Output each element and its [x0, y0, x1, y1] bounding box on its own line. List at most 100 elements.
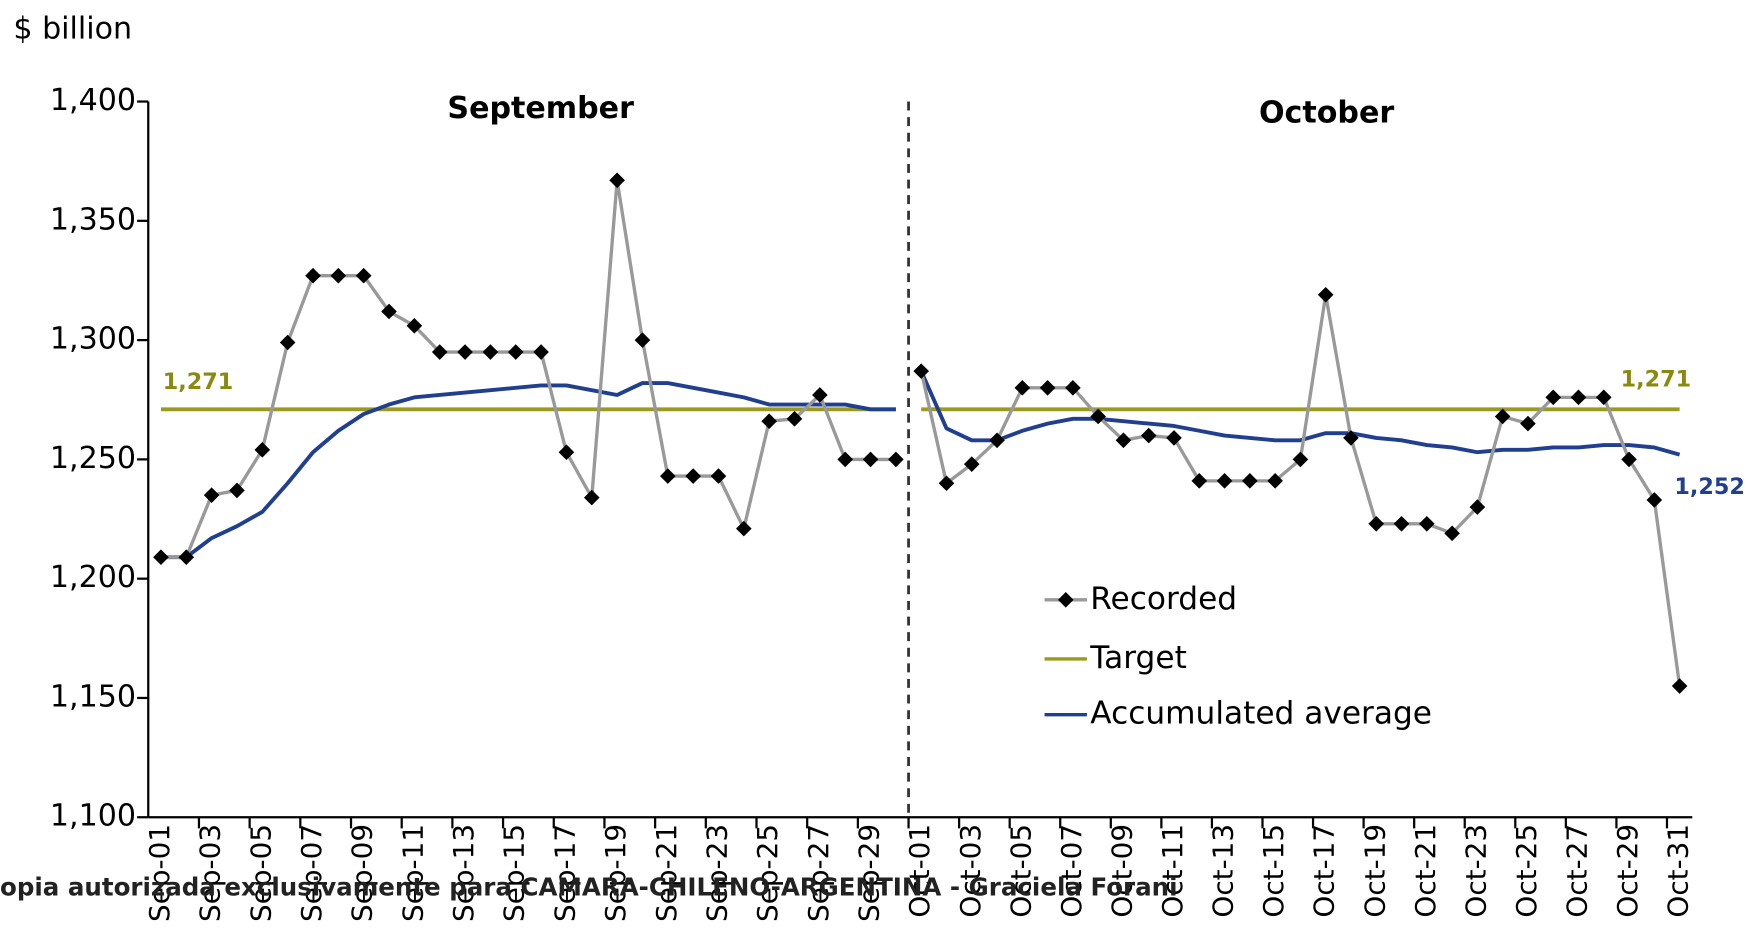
x-tick-label: Sep-19	[599, 824, 632, 922]
marker	[1216, 473, 1233, 489]
marker	[406, 317, 423, 334]
annotation: 1,271	[163, 369, 233, 395]
marker	[1595, 389, 1612, 406]
x-tick-label: Sep-15	[498, 824, 531, 922]
x-tick-label: Oct-25	[1510, 824, 1543, 918]
marker	[812, 387, 828, 403]
legend-label: Target	[1089, 640, 1187, 676]
marker	[634, 332, 651, 348]
marker	[1520, 415, 1536, 432]
annotation: 1,271	[1621, 367, 1691, 393]
x-tick-label: Oct-17	[1308, 824, 1341, 918]
x-tick-label: Sep-27	[802, 824, 835, 922]
x-tick-label: Sep-09	[346, 824, 379, 922]
marker	[1242, 473, 1258, 489]
x-tick-label: Oct-29	[1611, 824, 1644, 918]
x-tick-label: Sep-29	[853, 824, 886, 922]
marker	[1039, 380, 1056, 396]
marker	[203, 487, 220, 503]
marker	[229, 482, 245, 499]
marker	[1671, 678, 1688, 694]
marker	[837, 451, 854, 468]
marker	[153, 549, 169, 566]
marker	[558, 444, 575, 461]
x-tick-label: Oct-15	[1257, 824, 1290, 918]
marker	[710, 468, 727, 484]
marker	[938, 475, 955, 492]
x-tick-label: Sep-21	[650, 824, 683, 922]
marker	[457, 344, 473, 360]
x-tick-label: Oct-09	[1105, 824, 1138, 918]
marker	[1621, 451, 1637, 468]
marker	[1570, 389, 1587, 406]
marker	[1444, 525, 1460, 542]
x-tick-label: Sep-01	[143, 824, 176, 922]
x-tick-label: Oct-05	[1004, 824, 1037, 918]
y-tick-label: 1,250	[50, 441, 136, 476]
series-line	[160, 381, 896, 560]
marker	[254, 442, 271, 458]
series-line	[919, 293, 1682, 687]
marker	[736, 520, 752, 537]
marker	[963, 456, 980, 472]
marker	[659, 468, 676, 484]
x-tick-label: Oct-03	[954, 824, 987, 918]
marker	[989, 432, 1005, 449]
x-tick-label: Oct-11	[1156, 824, 1189, 918]
marker	[305, 267, 321, 284]
marker	[279, 334, 296, 351]
x-tick-label: Oct-01	[903, 824, 936, 918]
marker	[330, 267, 347, 284]
x-tick-label: Oct-31	[1662, 824, 1695, 918]
watermark: opia autorizada exclusivamente para CAMA…	[0, 873, 1178, 902]
marker	[888, 451, 904, 468]
y-tick-label: 1,350	[50, 202, 136, 237]
x-tick-label: Sep-03	[194, 824, 227, 922]
panel-title: October	[1259, 95, 1394, 130]
marker	[355, 267, 372, 284]
marker	[1166, 430, 1182, 446]
x-tick-label: Sep-23	[700, 824, 733, 922]
x-tick-label: Oct-27	[1560, 824, 1593, 918]
marker	[1317, 286, 1334, 303]
marker	[1343, 430, 1359, 446]
marker	[913, 363, 930, 379]
series-line	[919, 370, 1681, 457]
y-tick-label: 1,400	[50, 83, 136, 118]
x-tick-label: Sep-25	[751, 824, 784, 922]
marker	[1140, 427, 1157, 444]
marker	[507, 344, 524, 360]
legend-label: Accumulated average	[1090, 696, 1432, 732]
marker	[583, 489, 600, 506]
x-tick-label: Oct-19	[1358, 824, 1391, 918]
marker	[1090, 408, 1106, 425]
x-tick-label: Oct-21	[1409, 824, 1442, 918]
marker	[1545, 389, 1562, 406]
x-tick-label: Sep-17	[548, 824, 581, 922]
y-tick-label: 1,150	[50, 679, 136, 714]
x-tick-label: Sep-13	[447, 824, 480, 922]
x-tick-label: Sep-07	[295, 824, 328, 922]
marker	[1368, 516, 1385, 532]
marker	[431, 344, 448, 360]
marker	[786, 411, 803, 427]
marker	[1014, 380, 1031, 396]
marker	[381, 303, 397, 320]
x-tick-label: Sep-11	[396, 824, 429, 922]
panel-title: September	[447, 91, 634, 126]
legend-label: Recorded	[1090, 581, 1237, 617]
marker	[609, 172, 625, 189]
y-axis-label: $ billion	[13, 12, 132, 47]
marker	[533, 344, 549, 360]
marker	[1646, 492, 1663, 508]
marker	[761, 413, 777, 430]
marker	[1419, 516, 1435, 532]
marker	[482, 344, 499, 360]
y-tick-label: 1,200	[50, 560, 136, 595]
x-tick-label: Oct-13	[1207, 824, 1240, 918]
marker	[1393, 516, 1410, 532]
marker	[1191, 473, 1208, 489]
marker	[1494, 408, 1511, 425]
annotation: 1,252	[1674, 474, 1744, 500]
